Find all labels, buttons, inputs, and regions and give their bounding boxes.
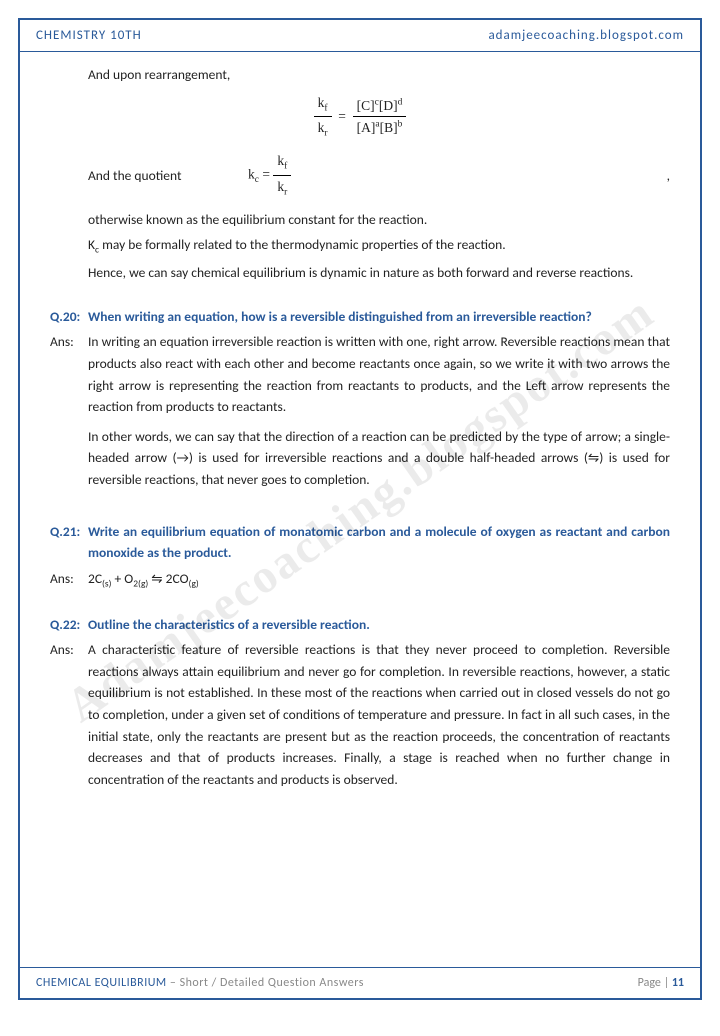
q20-text: When writing an equation, how is a rever… xyxy=(88,306,670,328)
question-21: Q.21:Write an equilibrium equation of mo… xyxy=(50,521,670,564)
q20-number: Q.20: xyxy=(50,306,88,328)
ans-22-text: A characteristic feature of reversible r… xyxy=(88,639,670,798)
quotient-label: And the quotient xyxy=(88,165,248,187)
ans-21-equation: 2C(s) + O2(g) ⇋ 2CO(g) xyxy=(88,568,670,592)
answer-21: Ans: 2C(s) + O2(g) ⇋ 2CO(g) xyxy=(50,568,670,592)
q22-text: Outline the characteristics of a reversi… xyxy=(88,614,670,636)
answer-22: Ans: A characteristic feature of reversi… xyxy=(50,639,670,798)
footer-topic: CHEMICAL EQUILIBRIUM – Short / Detailed … xyxy=(36,976,364,990)
page-footer: CHEMICAL EQUILIBRIUM – Short / Detailed … xyxy=(20,967,700,998)
intro-line-4: Kc may be formally related to the thermo… xyxy=(88,234,670,258)
q22-number: Q.22: xyxy=(50,614,88,636)
quotient-line: And the quotient kc = kfkr , xyxy=(88,150,670,201)
header-url: adamjeecoaching.blogspot.com xyxy=(488,28,684,43)
page-frame: Adamjeecoaching.blogspot.com CHEMISTRY 1… xyxy=(18,18,702,1000)
q21-text: Write an equilibrium equation of monatom… xyxy=(88,521,670,564)
page-content: And upon rearrangement, kfkr = [C]c[D]d[… xyxy=(20,52,700,814)
ans-20-p1: In writing an equation irreversible reac… xyxy=(88,331,670,417)
intro-line-1: And upon rearrangement, xyxy=(88,64,670,86)
ans-20-text: In writing an equation irreversible reac… xyxy=(88,331,670,498)
header-subject: CHEMISTRY 10TH xyxy=(36,28,142,43)
ans-20-p2: In other words, we can say that the dire… xyxy=(88,426,670,491)
page-header: CHEMISTRY 10TH adamjeecoaching.blogspot.… xyxy=(20,20,700,52)
intro-line-5: Hence, we can say chemical equilibrium i… xyxy=(88,262,670,284)
footer-page: Page | 11 xyxy=(638,976,684,990)
question-20: Q.20:When writing an equation, how is a … xyxy=(50,306,670,328)
answer-20: Ans: In writing an equation irreversible… xyxy=(50,331,670,498)
equation-rearranged: kfkr = [C]c[D]d[A]a[B]b xyxy=(50,92,670,143)
ans-label: Ans: xyxy=(50,331,88,498)
ans-label: Ans: xyxy=(50,639,88,798)
q21-number: Q.21: xyxy=(50,521,88,543)
ans-22-p1: A characteristic feature of reversible r… xyxy=(88,639,670,790)
question-22: Q.22:Outline the characteristics of a re… xyxy=(50,614,670,636)
ans-label: Ans: xyxy=(50,568,88,592)
intro-line-3: otherwise known as the equilibrium const… xyxy=(88,209,670,231)
